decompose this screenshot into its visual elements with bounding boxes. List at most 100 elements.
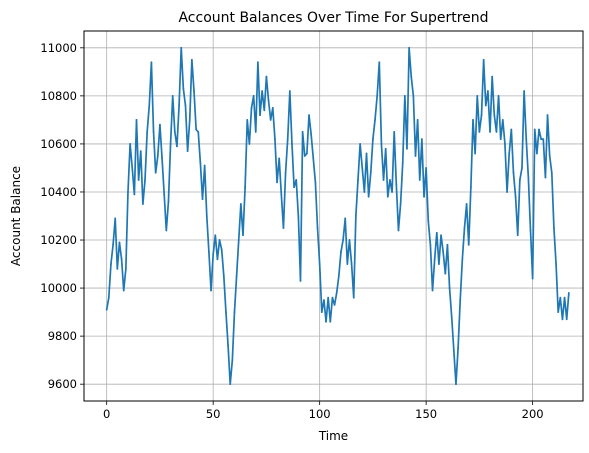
data-point: [293, 186, 295, 189]
data-point: [389, 179, 391, 181]
data-point: [386, 195, 389, 198]
data-point: [159, 123, 161, 126]
data-point: [176, 145, 178, 148]
data-point: [357, 179, 359, 181]
x-ticks: 0 50 100 150 200: [103, 401, 544, 421]
data-point: [484, 104, 487, 107]
data-point: [504, 143, 506, 145]
data-point: [124, 267, 127, 270]
data-point: [199, 162, 202, 165]
data-point: [233, 311, 236, 313]
data-point: [548, 155, 551, 157]
data-point: [455, 383, 457, 386]
data-point: [487, 90, 489, 92]
data-point: [378, 61, 381, 64]
data-point: [129, 143, 132, 145]
data-point: [495, 131, 498, 133]
x-tick-label: 0: [103, 407, 110, 421]
data-point: [201, 198, 204, 201]
data-point: [363, 191, 366, 193]
data-point: [318, 263, 321, 265]
data-point: [116, 267, 119, 270]
x-tick-label: 200: [522, 407, 544, 421]
data-point: [118, 241, 121, 244]
y-tick-label: 10000: [40, 281, 77, 295]
data-point: [135, 119, 138, 121]
data-point: [516, 234, 519, 237]
data-point: [314, 181, 317, 184]
data-point: [150, 61, 153, 64]
data-point: [452, 349, 455, 352]
data-point: [291, 143, 293, 145]
data-point: [269, 119, 272, 121]
data-point: [156, 155, 159, 157]
data-point: [182, 87, 185, 90]
x-gridlines: [106, 31, 534, 401]
data-point: [489, 131, 491, 133]
data-point: [120, 258, 123, 261]
data-point: [184, 104, 187, 107]
data-point: [237, 239, 240, 241]
data-point: [384, 147, 387, 150]
data-point: [163, 193, 166, 196]
data-point: [308, 114, 310, 116]
data-point: [540, 138, 543, 141]
data-point: [529, 229, 532, 232]
data-point: [190, 58, 193, 61]
x-tick-label: 150: [415, 407, 437, 421]
data-point: [216, 258, 219, 261]
data-point: [239, 203, 242, 205]
data-point: [550, 171, 553, 174]
y-tick-label: 10800: [40, 89, 77, 103]
y-tick-label: 10600: [40, 137, 77, 151]
data-point: [180, 46, 183, 49]
data-point: [208, 251, 210, 253]
data-point: [565, 318, 568, 321]
x-axis-label: Time: [318, 429, 348, 443]
data-point: [418, 179, 421, 181]
data-point: [107, 296, 110, 299]
data-point: [148, 104, 151, 107]
data-point: [435, 231, 438, 234]
data-point: [323, 299, 325, 301]
data-point: [448, 287, 451, 289]
data-point: [256, 61, 259, 64]
data-point: [523, 90, 526, 92]
data-point: [218, 239, 221, 241]
data-point: [442, 251, 445, 253]
data-point: [186, 150, 189, 153]
data-point: [146, 131, 149, 133]
data-point: [544, 176, 547, 179]
data-point: [105, 308, 108, 311]
data-point: [376, 94, 379, 97]
data-point: [395, 183, 398, 186]
data-point: [531, 277, 534, 280]
data-point: [110, 263, 112, 265]
data-point: [559, 296, 562, 299]
data-point: [427, 219, 430, 222]
data-point: [403, 94, 406, 97]
data-point: [227, 344, 229, 347]
data-point: [406, 147, 408, 150]
data-point: [535, 152, 538, 155]
data-point: [420, 138, 423, 141]
data-point: [203, 164, 206, 167]
data-point: [401, 162, 404, 165]
x-tick-label: 50: [206, 407, 221, 421]
data-point: [220, 248, 223, 251]
data-point: [282, 227, 285, 229]
data-point: [131, 167, 134, 169]
data-point: [274, 138, 276, 141]
data-point: [397, 229, 400, 232]
y-tick-label: 11000: [40, 41, 77, 55]
data-point: [248, 143, 251, 145]
data-point: [382, 179, 385, 181]
data-point: [265, 75, 268, 78]
data-point: [414, 155, 417, 157]
data-point: [137, 179, 140, 181]
data-point: [301, 131, 304, 133]
data-point: [459, 299, 462, 301]
y-tick-label: 9600: [48, 377, 77, 391]
